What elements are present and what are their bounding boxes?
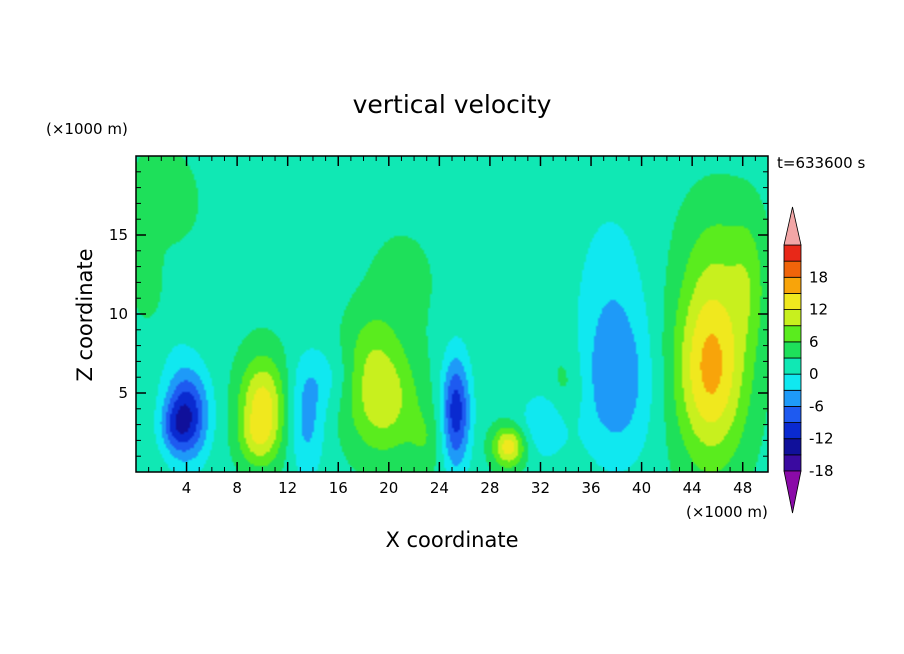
colorbar-tick-label: 12 xyxy=(809,301,828,319)
x-tick-label: 20 xyxy=(379,479,398,497)
colorbar-box xyxy=(783,389,802,407)
colorbar-box xyxy=(783,454,802,472)
colorbar-tick-label: -6 xyxy=(809,397,824,415)
y-tick-label: 15 xyxy=(109,226,128,244)
x-tick-label: 32 xyxy=(531,479,550,497)
x-tick-label: 40 xyxy=(632,479,651,497)
plot-area xyxy=(135,155,769,473)
colorbar-box xyxy=(783,341,802,359)
y-unit-label: (×1000 m) xyxy=(46,120,128,138)
colorbar-box xyxy=(783,406,802,423)
colorbar-box xyxy=(783,293,802,310)
y-tick-label: 10 xyxy=(109,305,128,323)
x-axis-label: X coordinate xyxy=(385,528,518,552)
colorbar-box xyxy=(783,422,802,440)
y-axis-label: Z coordinate xyxy=(73,248,97,381)
colorbar: 18 12 6 0 -6 -12 -18 xyxy=(783,206,834,514)
x-tick-label: 24 xyxy=(430,479,449,497)
colorbar-box xyxy=(783,438,802,456)
x-tick-label: 44 xyxy=(683,479,702,497)
colorbar-box xyxy=(783,276,802,294)
x-tick-label: 8 xyxy=(232,479,242,497)
colorbar-tick-label: 18 xyxy=(809,268,828,286)
y-axis-ticks: 5 10 15 xyxy=(109,171,768,457)
x-tick-label: 16 xyxy=(329,479,348,497)
velocity-field xyxy=(136,156,768,472)
colorbar-max-arrow xyxy=(783,206,802,246)
x-tick-label: 36 xyxy=(581,479,600,497)
x-unit-label: (×1000 m) xyxy=(686,503,768,521)
x-tick-label: 4 xyxy=(182,479,192,497)
x-tick-label: 12 xyxy=(278,479,297,497)
colorbar-box xyxy=(783,325,802,343)
colorbar-box xyxy=(783,260,802,278)
colorbar-box xyxy=(783,373,802,391)
x-axis-ticks: 4 8 12 16 20 24 28 32 36 40 44 48 xyxy=(148,156,756,497)
colorbar-box xyxy=(783,309,802,327)
chart-title: vertical velocity xyxy=(353,90,552,119)
y-tick-label: 5 xyxy=(118,384,128,402)
x-tick-label: 28 xyxy=(480,479,499,497)
colorbar-tick-label: 0 xyxy=(809,365,819,383)
colorbar-tick-label: -12 xyxy=(809,430,834,448)
colorbar-box xyxy=(783,244,802,262)
colorbar-min-arrow xyxy=(783,470,802,514)
time-label: t=633600 s xyxy=(777,154,865,172)
colorbar-tick-label: -18 xyxy=(809,462,834,480)
colorbar-tick-label: 6 xyxy=(809,333,819,351)
x-tick-label: 48 xyxy=(733,479,752,497)
colorbar-box xyxy=(783,357,802,375)
